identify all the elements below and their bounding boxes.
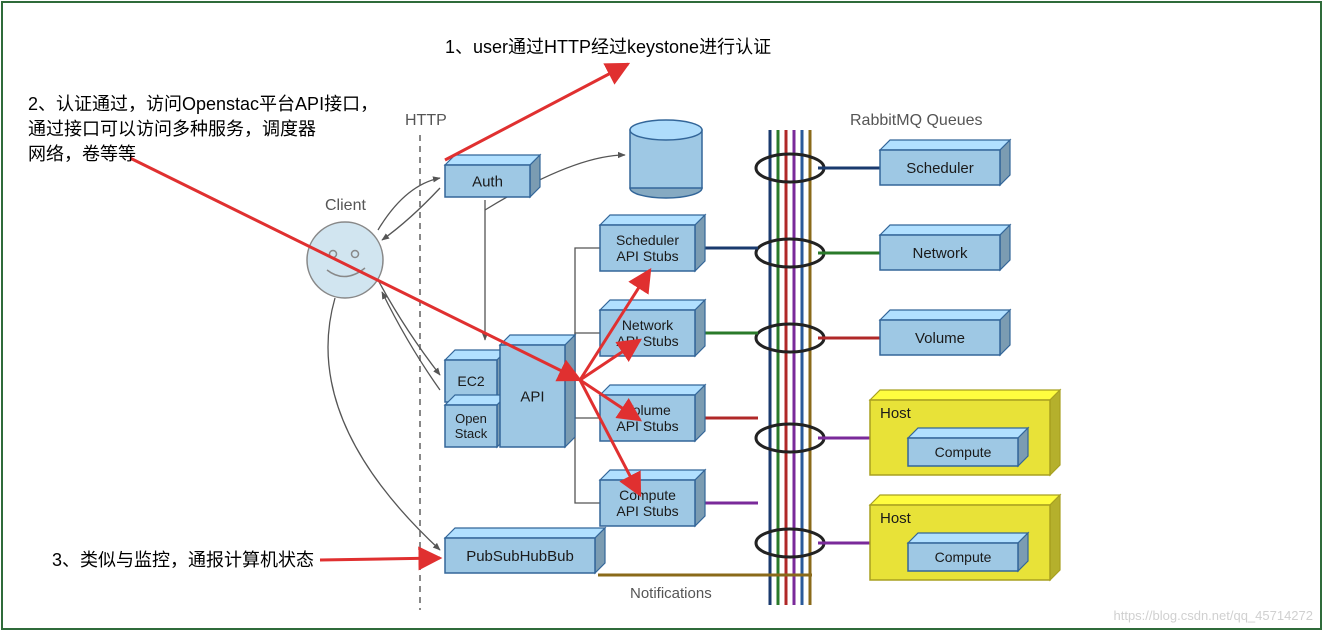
box-compute_stub: ComputeAPI Stubs bbox=[600, 470, 705, 526]
svg-text:Open: Open bbox=[455, 411, 487, 426]
svg-text:Auth: Auth bbox=[472, 173, 503, 190]
box-api: API bbox=[500, 335, 575, 447]
client-label: Client bbox=[325, 197, 366, 214]
rabbitmq-label: RabbitMQ Queues bbox=[850, 112, 983, 129]
database-cylinder bbox=[630, 120, 702, 198]
svg-text:Host: Host bbox=[880, 510, 912, 527]
svg-text:API Stubs: API Stubs bbox=[616, 503, 678, 519]
annotation-2-line2: 通过接口可以访问多种服务，调度器 bbox=[28, 117, 378, 142]
http-label: HTTP bbox=[405, 112, 447, 129]
svg-text:Network: Network bbox=[912, 245, 968, 262]
annotation-2-line3: 网络，卷等等 bbox=[28, 142, 378, 167]
svg-text:Scheduler: Scheduler bbox=[906, 160, 974, 177]
svg-text:Host: Host bbox=[880, 405, 912, 422]
queue-lines bbox=[770, 130, 810, 605]
svg-text:Compute: Compute bbox=[619, 487, 676, 503]
svg-text:Compute: Compute bbox=[935, 549, 992, 565]
watermark: https://blog.csdn.net/qq_45714272 bbox=[1114, 608, 1314, 623]
svg-text:Network: Network bbox=[622, 317, 674, 333]
svg-text:Scheduler: Scheduler bbox=[616, 232, 679, 248]
box-compute1: Compute bbox=[908, 428, 1028, 466]
annotation-1: 1、user通过HTTP经过keystone进行认证 bbox=[445, 35, 771, 60]
box-openstack: OpenStack bbox=[445, 395, 507, 447]
box-network_stub: NetworkAPI Stubs bbox=[600, 300, 705, 356]
notifications-label: Notifications bbox=[630, 585, 712, 602]
annotation-2-line1: 2、认证通过，访问Openstac平台API接口， bbox=[28, 92, 378, 117]
annotation-3: 3、类似与监控，通报计算机状态 bbox=[52, 548, 314, 573]
svg-text:API Stubs: API Stubs bbox=[616, 333, 678, 349]
svg-text:Compute: Compute bbox=[935, 444, 992, 460]
svg-text:PubSubHubBub: PubSubHubBub bbox=[466, 548, 574, 565]
client-face bbox=[307, 222, 383, 298]
svg-text:EC2: EC2 bbox=[457, 373, 484, 389]
box-ec2: EC2 bbox=[445, 350, 507, 402]
svg-text:API: API bbox=[520, 388, 544, 405]
box-volume: Volume bbox=[880, 310, 1010, 355]
box-pubsub: PubSubHubBub bbox=[445, 528, 605, 573]
queue-rings bbox=[756, 154, 824, 557]
svg-text:API Stubs: API Stubs bbox=[616, 418, 678, 434]
box-compute2: Compute bbox=[908, 533, 1028, 571]
annotation-2: 2、认证通过，访问Openstac平台API接口， 通过接口可以访问多种服务，调… bbox=[28, 92, 378, 168]
svg-text:Stack: Stack bbox=[455, 426, 488, 441]
box-scheduler: Scheduler bbox=[880, 140, 1010, 185]
box-volume_stub: VolumeAPI Stubs bbox=[600, 385, 705, 441]
box-scheduler_stub: SchedulerAPI Stubs bbox=[600, 215, 705, 271]
box-auth: Auth bbox=[445, 155, 540, 197]
svg-text:Volume: Volume bbox=[915, 330, 965, 347]
box-network: Network bbox=[880, 225, 1010, 270]
svg-text:API Stubs: API Stubs bbox=[616, 248, 678, 264]
